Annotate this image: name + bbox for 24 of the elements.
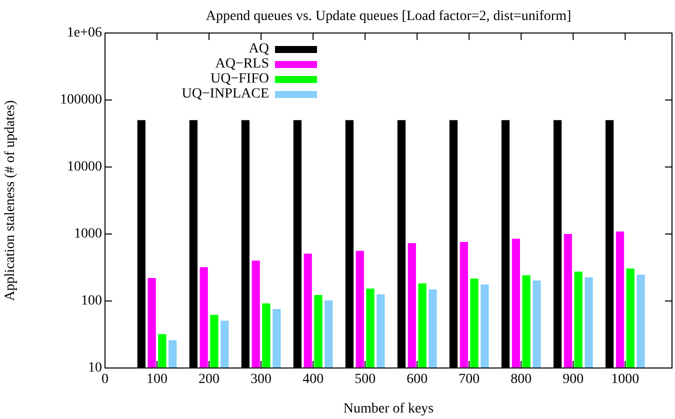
x-tick-label: 500 xyxy=(354,372,376,388)
legend-label: UQ−INPLACE xyxy=(182,86,269,102)
y-tick-label: 10000 xyxy=(67,160,102,175)
y-tick-label: 100 xyxy=(81,294,102,309)
y-axis-title: Application staleness (# of updates) xyxy=(3,100,18,301)
y-tick-label: 1000 xyxy=(74,226,102,242)
x-tick-label: 0 xyxy=(102,372,108,388)
legend-label: UQ−FIFO xyxy=(210,72,269,87)
x-tick-label: 900 xyxy=(562,372,584,388)
x-tick-label: 1000 xyxy=(611,372,640,388)
y-tick-label: 100000 xyxy=(60,92,102,108)
x-axis-title: Number of keys xyxy=(343,401,434,416)
y-tick-label: 10 xyxy=(88,360,102,376)
y-tick-label: 1e+06 xyxy=(66,26,102,41)
x-tick-label: 700 xyxy=(458,372,480,388)
x-tick-label: 300 xyxy=(250,372,272,388)
x-tick-label: 200 xyxy=(198,372,220,388)
legend-label: AQ xyxy=(248,42,269,57)
x-tick-label: 800 xyxy=(510,372,532,388)
x-tick-label: 400 xyxy=(302,372,324,388)
chart-title: Append queues vs. Update queues [Load factor=2, dist=uniform] xyxy=(206,9,572,24)
x-tick-label: 100 xyxy=(146,372,168,388)
legend-label: AQ−RLS xyxy=(215,56,269,72)
x-tick-label: 600 xyxy=(406,372,428,388)
